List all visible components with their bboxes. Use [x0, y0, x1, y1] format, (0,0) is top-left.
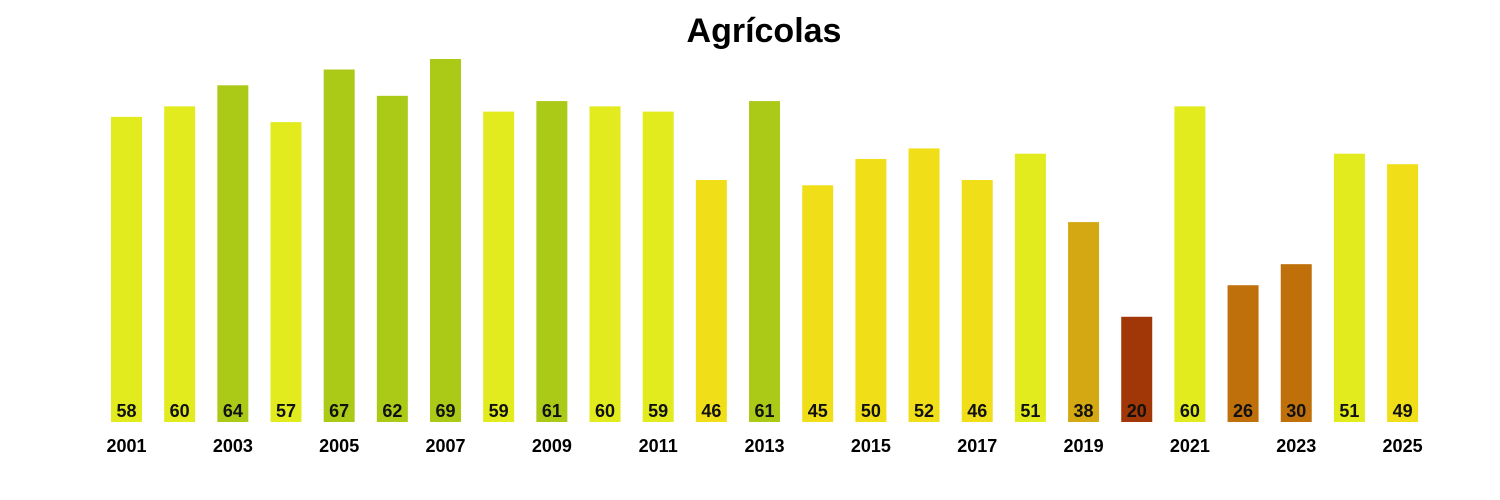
data-label-2018: 51: [1020, 401, 1040, 421]
data-label-2024: 51: [1339, 401, 1359, 421]
bar-2016: [908, 148, 940, 422]
data-label-2006: 62: [382, 401, 402, 421]
data-label-2005: 67: [329, 401, 349, 421]
x-tick-label-2023: 2023: [1276, 436, 1316, 456]
data-label-2003: 64: [223, 401, 243, 421]
x-tick-label-2001: 2001: [106, 436, 146, 456]
bar-2006: [376, 95, 408, 422]
x-tick-label-2005: 2005: [319, 436, 359, 456]
bar-2019: [1068, 222, 1100, 422]
data-label-2021: 60: [1180, 401, 1200, 421]
bar-2002: [164, 106, 196, 422]
bar-2018: [1014, 153, 1046, 422]
bar-2004: [270, 122, 302, 422]
data-label-2008: 59: [489, 401, 509, 421]
bar-2009: [536, 101, 568, 422]
data-label-2016: 52: [914, 401, 934, 421]
data-label-2004: 57: [276, 401, 296, 421]
data-label-2015: 50: [861, 401, 881, 421]
x-tick-label-2019: 2019: [1064, 436, 1104, 456]
data-label-2011: 59: [648, 401, 668, 421]
data-label-2002: 60: [170, 401, 190, 421]
bar-2022: [1227, 285, 1259, 422]
bar-2010: [589, 106, 621, 422]
data-label-2012: 46: [701, 401, 721, 421]
data-label-2022: 26: [1233, 401, 1253, 421]
chart-title: Agrícolas: [686, 12, 842, 50]
bar-2007: [430, 59, 462, 422]
x-tick-label-2017: 2017: [957, 436, 997, 456]
x-tick-label-2025: 2025: [1383, 436, 1423, 456]
bar-2013: [749, 101, 781, 422]
bar-2014: [802, 185, 834, 422]
x-tick-label-2007: 2007: [425, 436, 465, 456]
bar-2024: [1333, 153, 1365, 422]
bar-2005: [323, 69, 355, 423]
data-label-2025: 49: [1393, 401, 1413, 421]
bar-2023: [1280, 264, 1312, 422]
bar-2020: [1121, 316, 1153, 422]
x-tick-label-2003: 2003: [213, 436, 253, 456]
data-label-2017: 46: [967, 401, 987, 421]
x-tick-label-2021: 2021: [1170, 436, 1210, 456]
x-tick-label-2015: 2015: [851, 436, 891, 456]
data-label-2009: 61: [542, 401, 562, 421]
data-label-2023: 30: [1286, 401, 1306, 421]
data-label-2010: 60: [595, 401, 615, 421]
bar-2008: [483, 111, 515, 423]
bar-2015: [855, 158, 887, 422]
data-label-2013: 61: [755, 401, 775, 421]
bar-2012: [695, 180, 727, 422]
data-label-2007: 69: [436, 401, 456, 421]
bar-2003: [217, 85, 249, 423]
bar-2011: [642, 111, 674, 423]
bar-2017: [961, 180, 993, 422]
bar-2001: [111, 116, 142, 423]
x-tick-label-2009: 2009: [532, 436, 572, 456]
data-label-2001: 58: [116, 401, 136, 421]
bar-2021: [1174, 106, 1206, 422]
data-label-2020: 20: [1127, 401, 1147, 421]
data-label-2019: 38: [1074, 401, 1094, 421]
data-label-2014: 45: [808, 401, 828, 421]
x-tick-label-2013: 2013: [745, 436, 785, 456]
bar-2025: [1387, 164, 1419, 422]
x-tick-label-2011: 2011: [639, 436, 678, 456]
